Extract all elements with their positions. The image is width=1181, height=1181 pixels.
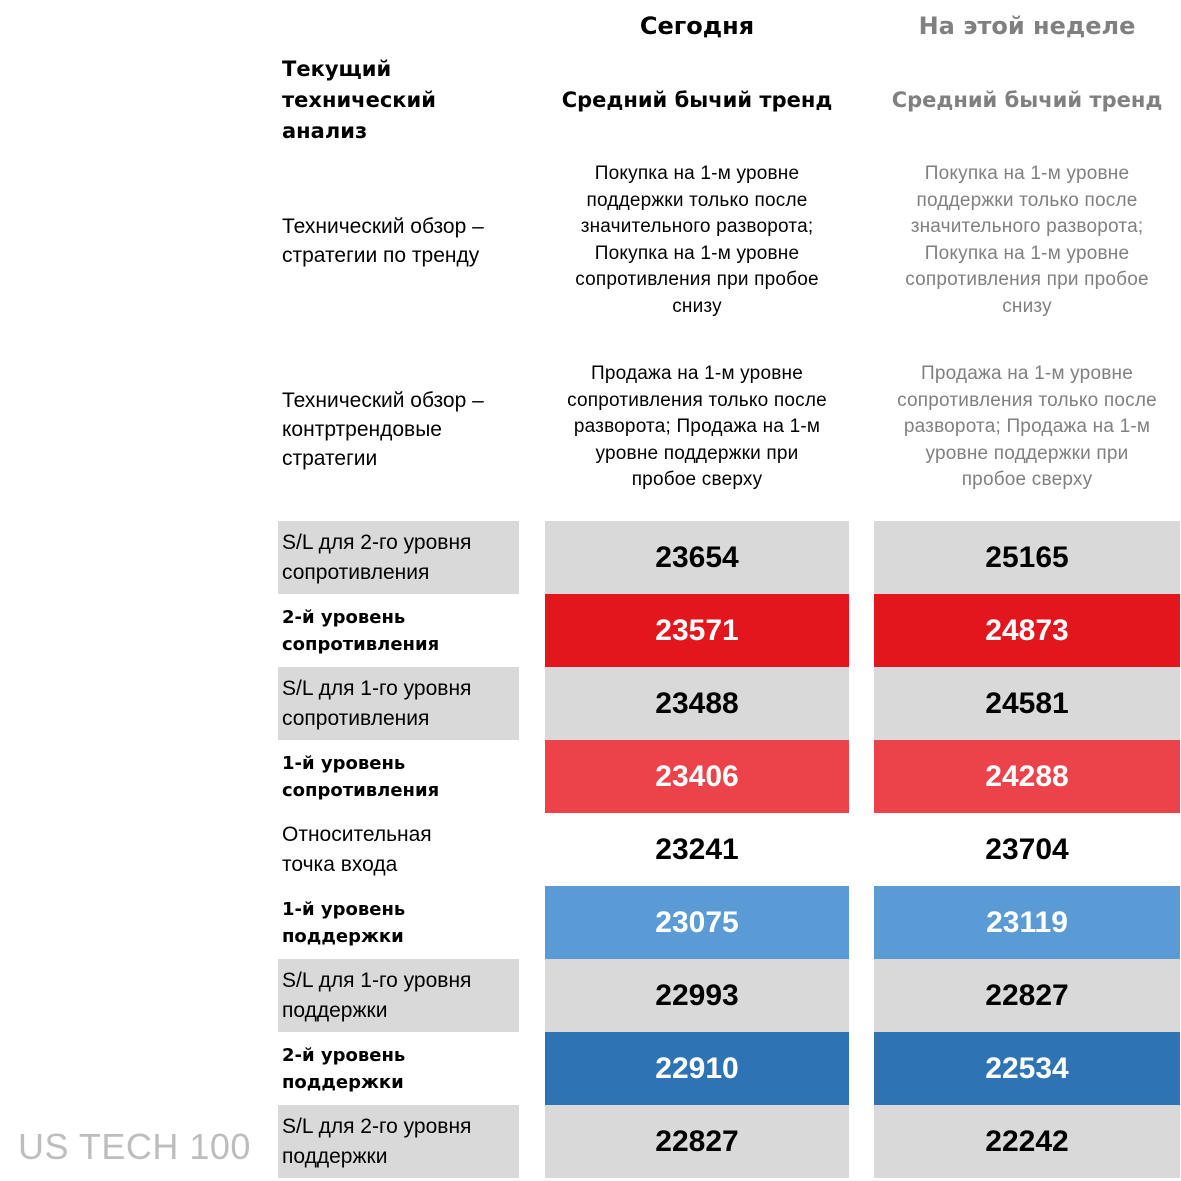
strategy-line: сопротивления при пробое xyxy=(905,269,1149,291)
today-level-value: 23406 xyxy=(545,740,849,813)
strategy-line: Покупка на 1-м уровне xyxy=(924,242,1130,264)
week-trend-strategy: Покупка на 1-м уровне поддержки только п… xyxy=(874,161,1180,321)
level-row-label: S/L для 2-го уровня поддержки xyxy=(278,1105,519,1178)
strategy-line: Покупка на 1-м уровне xyxy=(594,163,800,184)
strategy-line: поддержки только после xyxy=(586,189,808,211)
level-row-label-text: S/L для 1-го уровня поддержки xyxy=(282,966,471,1026)
today-level-value: 22993 xyxy=(545,959,849,1032)
strategy-line: сопротивления только после xyxy=(567,389,827,411)
week-level-value: 25165 xyxy=(874,521,1180,594)
today-column-header: Сегодня xyxy=(639,12,755,40)
label-line: Технический обзор – xyxy=(282,389,484,412)
section-title-line: технический xyxy=(282,88,436,112)
strategy-line: снизу xyxy=(1002,295,1052,317)
level-row-label-text: 1-й уровень поддержки xyxy=(282,896,405,950)
label-line: Относительная xyxy=(282,822,432,846)
week-level-value: 22827 xyxy=(874,959,1180,1032)
level-row-label-text: 2-й уровень сопротивления xyxy=(282,604,439,658)
counter-strategy-label: Технический обзор – контртрендовые страт… xyxy=(282,386,532,473)
strategy-line: уровне поддержки при xyxy=(595,442,799,464)
level-row-label: 2-й уровень поддержки xyxy=(278,1032,519,1105)
level-row-label-text: S/L для 2-го уровня поддержки xyxy=(282,1112,471,1172)
strategy-line: сопротивления при пробое xyxy=(575,269,819,291)
week-level-value: 24873 xyxy=(874,594,1180,667)
level-row-label: 1-й уровень сопротивления xyxy=(278,740,519,813)
today-level-value: 22910 xyxy=(545,1032,849,1105)
week-level-value: 22534 xyxy=(874,1032,1180,1105)
strategy-line: поддержки только после xyxy=(916,189,1138,211)
today-level-value: 23488 xyxy=(545,667,849,740)
week-counter-strategy: Продажа на 1-м уровне сопротивления толь… xyxy=(874,361,1180,494)
label-line: 2-й уровень xyxy=(282,1044,406,1066)
strategy-line: пробое сверху xyxy=(961,469,1093,491)
week-level-value: 22242 xyxy=(874,1105,1180,1178)
strategy-line: пробое сверху xyxy=(631,469,763,491)
week-level-value: 23119 xyxy=(874,886,1180,959)
today-level-value: 23571 xyxy=(545,594,849,667)
today-level-value: 23241 xyxy=(545,813,849,886)
label-line: S/L для 2-го уровня xyxy=(282,1114,472,1138)
strategy-line: значительного разворота; xyxy=(580,216,814,238)
level-row-label: S/L для 1-го уровня сопротивления xyxy=(278,667,519,740)
label-line: сопротивления xyxy=(282,706,430,730)
today-level-value: 22827 xyxy=(545,1105,849,1178)
today-level-value: 23654 xyxy=(545,521,849,594)
level-row-label: S/L для 1-го уровня поддержки xyxy=(278,959,519,1032)
strategy-line: Продажа на 1-м уровне xyxy=(591,363,803,384)
label-line: точка входа xyxy=(282,852,398,876)
level-row-label-text: S/L для 2-го уровня сопротивления xyxy=(282,528,471,588)
label-line: сопротивления xyxy=(282,560,430,584)
strategy-line: Продажа на 1-м уровне xyxy=(921,363,1133,384)
label-line: стратегии по тренду xyxy=(282,244,480,267)
strategy-line: значительного разворота; xyxy=(910,216,1144,238)
week-level-value: 24581 xyxy=(874,667,1180,740)
level-row-label-text: Относительная точка входа xyxy=(282,820,432,880)
level-row-label: Относительная точка входа xyxy=(278,813,519,886)
strategy-line: разворота; Продажа на 1-м xyxy=(903,416,1151,438)
section-title: Текущий технический анализ xyxy=(282,54,522,147)
today-counter-strategy: Продажа на 1-м уровне сопротивления толь… xyxy=(545,361,849,494)
level-row-label-text: S/L для 1-го уровня сопротивления xyxy=(282,674,471,734)
section-title-line: анализ xyxy=(282,119,368,143)
trend-strategy-label: Технический обзор – стратегии по тренду xyxy=(282,212,532,270)
label-line: 1-й уровень xyxy=(282,752,406,774)
week-level-value: 24288 xyxy=(874,740,1180,813)
label-line: S/L для 2-го уровня xyxy=(282,530,472,554)
week-level-value: 23704 xyxy=(874,813,1180,886)
level-row-label-text: 1-й уровень сопротивления xyxy=(282,750,439,804)
week-column-header: На этой неделе xyxy=(918,12,1136,40)
section-title-line: Текущий xyxy=(282,57,392,81)
strategy-line: сопротивления только после xyxy=(897,389,1157,411)
label-line: 2-й уровень xyxy=(282,606,406,628)
label-line: S/L для 1-го уровня xyxy=(282,968,472,992)
label-line: поддержки xyxy=(282,1144,388,1168)
label-line: Технический обзор – xyxy=(282,215,484,238)
label-line: сопротивления xyxy=(282,779,440,801)
label-line: S/L для 1-го уровня xyxy=(282,676,472,700)
label-line: поддержки xyxy=(282,998,388,1022)
strategy-line: снизу xyxy=(672,295,722,317)
label-line: контртрендовые xyxy=(282,418,442,441)
strategy-line: разворота; Продажа на 1-м xyxy=(573,416,821,438)
week-trend: Средний бычий тренд xyxy=(891,88,1163,112)
label-line: поддержки xyxy=(282,1071,404,1093)
label-line: стратегии xyxy=(282,447,378,470)
instrument-watermark: US TECH 100 xyxy=(18,1126,251,1167)
today-trend-strategy: Покупка на 1-м уровне поддержки только п… xyxy=(545,161,849,321)
today-trend: Средний бычий тренд xyxy=(561,88,833,112)
label-line: поддержки xyxy=(282,925,404,947)
level-row-label: S/L для 2-го уровня сопротивления xyxy=(278,521,519,594)
level-row-label: 2-й уровень сопротивления xyxy=(278,594,519,667)
strategy-line: Покупка на 1-м уровне xyxy=(924,163,1130,184)
today-level-value: 23075 xyxy=(545,886,849,959)
label-line: 1-й уровень xyxy=(282,898,406,920)
level-row-label: 1-й уровень поддержки xyxy=(278,886,519,959)
strategy-line: уровне поддержки при xyxy=(925,442,1129,464)
label-line: сопротивления xyxy=(282,633,440,655)
strategy-line: Покупка на 1-м уровне xyxy=(594,242,800,264)
level-row-label-text: 2-й уровень поддержки xyxy=(282,1042,405,1096)
